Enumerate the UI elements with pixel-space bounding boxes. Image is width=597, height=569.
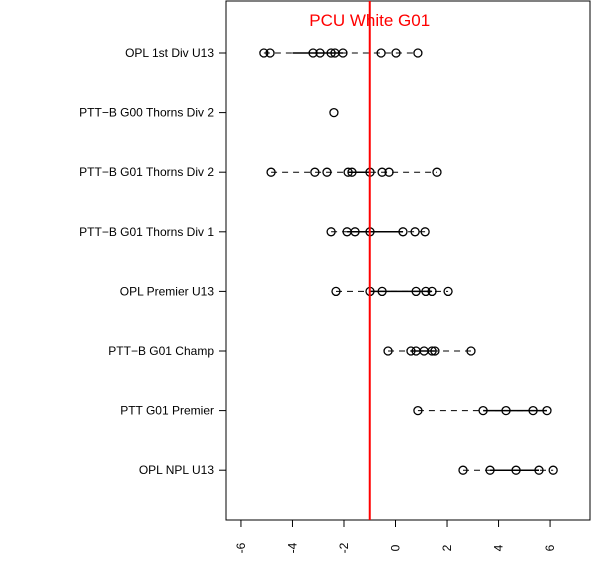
point <box>413 48 423 58</box>
y-tick-label: PTT−B G01 Thorns Div 2 <box>79 165 214 179</box>
point <box>391 48 401 58</box>
point <box>406 346 416 356</box>
point <box>266 167 276 177</box>
point <box>430 346 440 356</box>
point <box>542 405 552 416</box>
point <box>377 167 387 177</box>
y-tick-label: PTT−B G01 Thorns Div 1 <box>79 225 214 239</box>
point <box>331 286 341 297</box>
point <box>466 346 476 356</box>
point <box>427 346 437 356</box>
point <box>548 465 558 475</box>
x-tick-label: 4 <box>492 544 506 551</box>
point <box>326 48 336 58</box>
reference-label: PCU White G01 <box>309 11 430 30</box>
point <box>432 167 442 177</box>
plot-frame <box>225 0 591 521</box>
point <box>410 227 420 237</box>
point <box>511 465 521 475</box>
point <box>485 465 495 475</box>
y-tick-label: PTT−B G00 Thorns Div 2 <box>79 106 214 120</box>
point <box>322 167 332 177</box>
point <box>398 227 408 237</box>
point <box>427 286 437 297</box>
point <box>420 227 430 237</box>
point <box>376 48 386 58</box>
point <box>478 405 488 416</box>
x-tick-label: 2 <box>440 544 454 551</box>
point <box>534 465 544 475</box>
x-tick-label: 0 <box>389 544 403 551</box>
y-tick-label: OPL NPL U13 <box>139 463 214 477</box>
point <box>413 405 423 416</box>
y-tick-label: PTT G01 Premier <box>120 404 214 418</box>
point <box>265 48 275 58</box>
point <box>308 48 318 58</box>
point <box>338 48 348 58</box>
x-tick-label: -4 <box>285 542 299 553</box>
x-tick-label: -2 <box>337 542 351 553</box>
point <box>384 167 394 177</box>
point <box>377 286 387 297</box>
point <box>350 227 360 237</box>
x-tick-label: -6 <box>234 542 248 553</box>
point <box>315 48 325 58</box>
point <box>458 465 468 475</box>
point <box>528 405 538 416</box>
point <box>411 286 421 297</box>
point <box>443 286 453 297</box>
point <box>421 286 431 297</box>
point <box>383 346 393 356</box>
y-tick-label: OPL 1st Div U13 <box>125 46 214 60</box>
y-tick-label: PTT−B G01 Champ <box>108 344 214 358</box>
point <box>343 167 353 177</box>
point <box>310 167 320 177</box>
y-tick-label: OPL Premier U13 <box>120 284 215 298</box>
point <box>259 48 269 58</box>
point <box>326 227 336 237</box>
point <box>347 167 357 177</box>
x-tick-label: 6 <box>543 544 557 551</box>
point <box>501 405 511 416</box>
point <box>329 107 339 118</box>
